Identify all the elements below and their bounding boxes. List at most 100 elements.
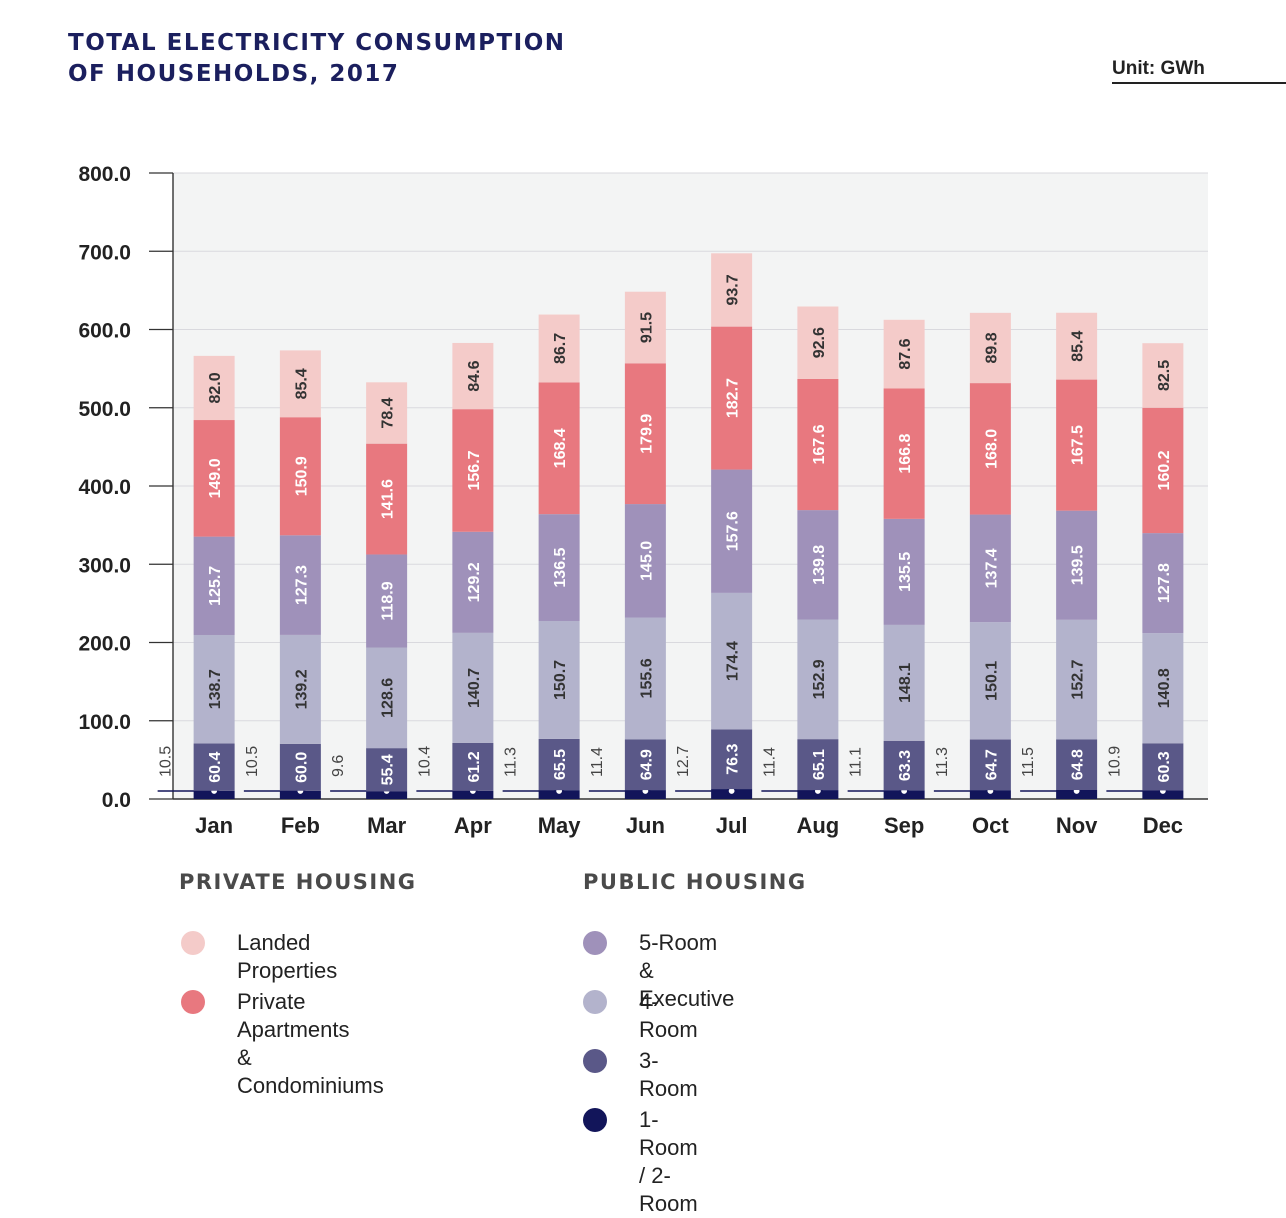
bar-5-room-executive-may (538, 514, 580, 621)
bar-4-room-apr (452, 632, 494, 743)
bar-5-room-executive-jan (193, 536, 235, 635)
x-tick-label-may: May (538, 813, 582, 838)
value-label-3-room-jul: 76.3 (725, 744, 742, 775)
value-label-private-apartments-condominiums-dec: 160.2 (1156, 450, 1173, 490)
value-label-landed-properties-oct: 89.8 (983, 332, 1000, 363)
stacked-bar-chart: 0.0 100.0 200.0 300.0 400.0 500.0 600.0 700.0 80… (78, 163, 1208, 838)
y-tick-label: 500.0 (78, 398, 131, 421)
value-label-5-room-executive-oct: 137.4 (983, 548, 1000, 588)
value-label-3-room-feb: 60.0 (293, 752, 310, 783)
legend-swatch-1-2-room-icon (583, 1108, 607, 1132)
chart-title-line-2: OF HOUSEHOLDS, 2017 (68, 61, 400, 87)
value-label-1-room-2-room-jul: 12.7 (675, 746, 692, 777)
bar-5-room-executive-aug (797, 510, 839, 620)
y-tick-label: 700.0 (78, 241, 131, 264)
value-label-4-room-dec: 140.8 (1156, 668, 1173, 708)
value-label-private-apartments-condominiums-aug: 167.6 (811, 424, 828, 464)
bar-stack-dec: 10.9 60.3 140.8 127.8 160.2 82.5 (1106, 343, 1184, 799)
value-label-1-room-2-room-nov: 11.5 (1020, 747, 1037, 777)
bar-5-room-executive-feb (279, 535, 321, 635)
bar-landed-properties-mar (366, 382, 408, 444)
bar-landed-properties-feb (279, 350, 321, 418)
value-label-landed-properties-nov: 85.4 (1070, 330, 1087, 361)
value-label-1-room-2-room-may: 11.3 (503, 747, 520, 777)
bar-4-room-mar (366, 647, 408, 749)
bar-4-room-oct (969, 622, 1011, 740)
bar-landed-properties-jun (624, 291, 666, 364)
value-label-5-room-executive-aug: 139.8 (811, 545, 828, 585)
y-tick-label: 600.0 (78, 320, 131, 343)
bar-5-room-executive-sep (883, 518, 925, 625)
bar-stack-mar: 9.6 55.4 128.6 118.9 141.6 78.4 (330, 382, 408, 799)
legend-label-3-room: 3-Room (639, 1048, 698, 1101)
value-label-3-room-mar: 55.4 (380, 754, 397, 785)
value-label-landed-properties-jun: 91.5 (638, 312, 655, 343)
bar-stack-nov: 11.5 64.8 152.7 139.5 167.5 85.4 (1020, 312, 1098, 799)
value-label-1-room-2-room-feb: 10.5 (244, 746, 261, 777)
bar-private-apartments-condominiums-sep (883, 388, 925, 519)
legend-label-1-2-room: 1-Room / 2-Room (639, 1107, 698, 1216)
value-label-5-room-executive-sep: 135.5 (897, 552, 914, 592)
bar-landed-properties-oct (969, 312, 1011, 384)
bar-stack-aug: 11.4 65.1 152.9 139.8 167.6 92.6 (761, 306, 839, 799)
value-label-3-room-nov: 64.8 (1070, 749, 1087, 780)
bar-3-room-feb (279, 743, 321, 791)
bar-3-room-apr (452, 742, 494, 791)
bar-landed-properties-dec (1142, 343, 1184, 408)
bar-stack-oct: 11.3 64.7 150.1 137.4 168.0 89.8 (933, 312, 1011, 799)
value-label-1-room-2-room-jun: 11.4 (589, 747, 606, 777)
chart-title: TOTAL ELECTRICITY CONSUMPTION OF HOUSEHO… (68, 28, 566, 90)
legend-heading-private: PRIVATE HOUSING (179, 870, 417, 894)
value-label-1-room-2-room-sep: 11.1 (848, 747, 865, 777)
bar-landed-properties-sep (883, 319, 925, 389)
bar-private-apartments-condominiums-mar (366, 443, 408, 555)
bar-4-room-may (538, 620, 580, 739)
x-tick-label-feb: Feb (281, 813, 320, 838)
x-tick-label-apr: Apr (454, 813, 492, 838)
bar-5-room-executive-apr (452, 531, 494, 633)
x-tick-label-aug: Aug (796, 813, 839, 838)
y-tick-label: 0.0 (102, 789, 131, 812)
value-label-4-room-jun: 155.6 (638, 658, 655, 698)
value-label-landed-properties-sep: 87.6 (897, 338, 914, 369)
value-label-4-room-jul: 174.4 (725, 641, 742, 681)
x-tick-label-jan: Jan (195, 813, 233, 838)
unit-label: Unit: GWh (1112, 58, 1286, 84)
x-tick-label-mar: Mar (367, 813, 407, 838)
value-label-5-room-executive-feb: 127.3 (293, 565, 310, 605)
bar-5-room-executive-jul (711, 469, 753, 593)
legend-swatch-landed-icon (181, 931, 205, 955)
y-tick-label: 200.0 (78, 633, 131, 656)
bar-private-apartments-condominiums-jun (624, 363, 666, 505)
value-label-landed-properties-aug: 92.6 (811, 327, 828, 358)
bar-4-room-jul (711, 592, 753, 730)
bar-landed-properties-apr (452, 342, 494, 410)
value-label-4-room-nov: 152.7 (1070, 659, 1087, 699)
bar-3-room-aug (797, 739, 839, 791)
value-label-private-apartments-condominiums-apr: 156.7 (466, 450, 483, 490)
value-label-private-apartments-condominiums-sep: 166.8 (897, 433, 914, 473)
value-label-landed-properties-mar: 78.4 (380, 397, 397, 428)
legend-swatch-4-room-icon (583, 990, 607, 1014)
bar-stack-feb: 10.5 60.0 139.2 127.3 150.9 85.4 (243, 350, 321, 799)
bar-landed-properties-jul (711, 253, 753, 327)
value-label-3-room-aug: 65.1 (811, 749, 828, 780)
bar-3-room-sep (883, 740, 925, 791)
value-label-private-apartments-condominiums-jan: 149.0 (207, 458, 224, 498)
bar-5-room-executive-oct (969, 514, 1011, 623)
bar-stack-jan: 10.5 60.4 138.7 125.7 149.0 82.0 (157, 355, 235, 799)
bar-3-room-jun (624, 739, 666, 791)
value-label-landed-properties-jan: 82.0 (207, 372, 224, 403)
value-label-private-apartments-condominiums-mar: 141.6 (380, 479, 397, 519)
bar-stack-apr: 10.4 61.2 140.7 129.2 156.7 84.6 (416, 342, 494, 799)
bar-landed-properties-nov (1056, 312, 1098, 380)
value-label-landed-properties-dec: 82.5 (1156, 360, 1173, 391)
value-label-3-room-apr: 61.2 (466, 751, 483, 782)
bar-stack-sep: 11.1 63.3 148.1 135.5 166.8 87.6 (847, 319, 925, 799)
value-label-landed-properties-apr: 84.6 (466, 360, 483, 391)
bar-private-apartments-condominiums-apr (452, 409, 494, 532)
value-label-3-room-dec: 60.3 (1156, 751, 1173, 782)
bar-5-room-executive-dec (1142, 533, 1184, 634)
x-tick-label-jul: Jul (716, 813, 748, 838)
bar-4-room-aug (797, 619, 839, 740)
